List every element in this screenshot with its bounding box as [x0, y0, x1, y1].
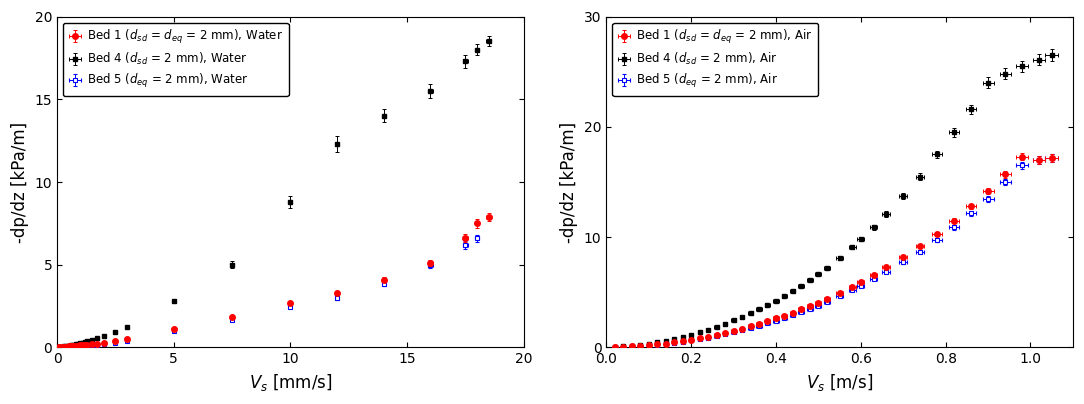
Legend: Bed 1 ($d_{sd}$ = $d_{eq}$ = 2 mm), Water, Bed 4 ($d_{sd}$ = 2 mm), Water, Bed 5: Bed 1 ($d_{sd}$ = $d_{eq}$ = 2 mm), Wate…: [63, 23, 288, 96]
Y-axis label: -dp/dz [kPa/m]: -dp/dz [kPa/m]: [11, 122, 29, 243]
X-axis label: $V_s$ [m/s]: $V_s$ [m/s]: [806, 372, 874, 393]
X-axis label: $V_s$ [mm/s]: $V_s$ [mm/s]: [248, 372, 332, 393]
Legend: Bed 1 ($d_{sd}$ = $d_{eq}$ = 2 mm), Air, Bed 4 ($d_{sd}$ = 2 mm), Air, Bed 5 ($d: Bed 1 ($d_{sd}$ = $d_{eq}$ = 2 mm), Air,…: [612, 23, 818, 96]
Y-axis label: -dp/dz [kPa/m]: -dp/dz [kPa/m]: [560, 122, 578, 243]
